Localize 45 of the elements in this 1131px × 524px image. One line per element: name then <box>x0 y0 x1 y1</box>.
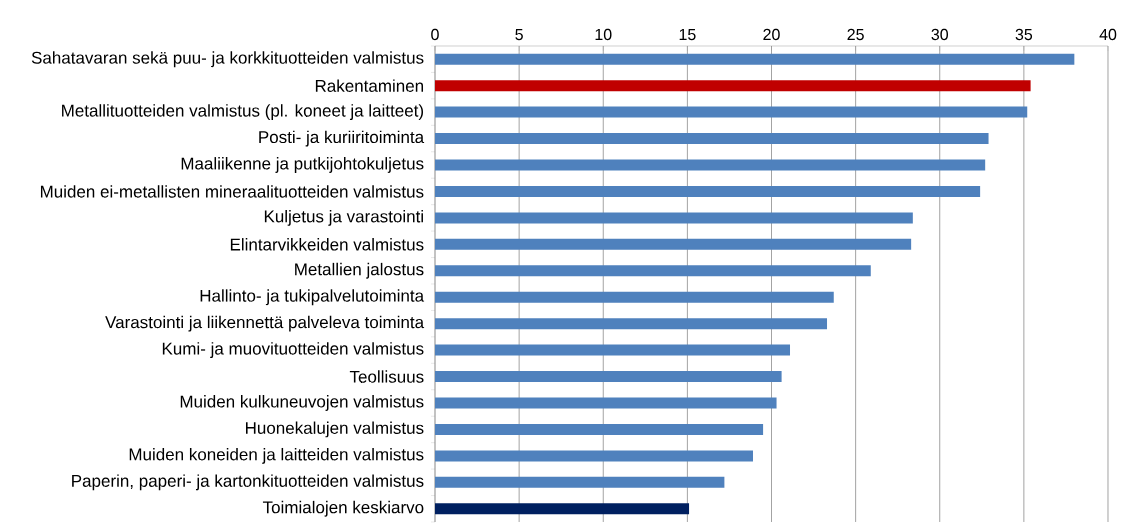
bar <box>435 503 690 515</box>
y-tick-label: Kumi- ja muovituotteiden valmistus <box>162 342 424 359</box>
y-tick-label: Metallien jalostus <box>295 262 424 279</box>
bar <box>435 265 871 277</box>
y-tick-label: Elintarvikkeiden valmistus <box>230 238 424 251</box>
x-tick-label: 20 <box>763 28 780 41</box>
bar <box>435 397 777 409</box>
x-tick-label: 5 <box>515 28 523 41</box>
bar <box>435 133 989 145</box>
x-tick-label: 30 <box>931 28 949 41</box>
bar <box>435 238 912 250</box>
bar <box>435 291 834 303</box>
bar <box>435 185 981 197</box>
bar <box>435 344 791 356</box>
x-tick-label: 35 <box>1015 28 1033 41</box>
bar <box>435 53 1075 65</box>
x-tick-label: 25 <box>847 28 864 41</box>
x-tick-label: 15 <box>679 28 696 41</box>
bar <box>435 80 1031 92</box>
y-tick-label: Rakentaminen <box>315 79 424 92</box>
y-tick-label: Sahatavaran sekä puu- ja korkkituotteiden valmistus <box>31 51 424 68</box>
bar <box>435 371 782 383</box>
y-tick-label: Muiden ei-metallisten mineraalituotteiden valmistus <box>40 185 424 198</box>
bar <box>435 423 764 435</box>
y-tick-label: Hallinto- ja tukipalvelutoiminta <box>200 289 425 306</box>
x-tick-label: 40 <box>1099 28 1117 41</box>
bar <box>435 476 725 488</box>
y-tick-label: Posti- ja kuriiritoiminta <box>259 130 425 147</box>
y-tick-label: Muiden koneiden ja laitteiden valmistus <box>129 447 424 464</box>
y-tick-label: Maaliikenne ja putkijohtokuljetus <box>181 157 424 173</box>
y-tick-label: Teollisuus <box>349 370 424 383</box>
bar <box>435 159 986 171</box>
x-tick-label: 10 <box>595 28 612 41</box>
y-tick-label: Varastointi ja liikennettä palveleva toiminta <box>105 315 425 332</box>
y-tick-label: Paperin, paperi- ja kartonkituotteiden valmistus <box>72 474 424 491</box>
bar <box>435 212 913 224</box>
y-tick-label: Metallituotteiden valmistus (pl. koneet ja laitteet) <box>62 104 424 121</box>
x-tick-label: 0 <box>431 28 439 41</box>
bar <box>435 450 753 462</box>
bar <box>435 106 1028 118</box>
bar <box>435 318 828 330</box>
y-tick-label: Kuljetus ja varastointi <box>264 209 423 226</box>
y-tick-label: Toimialojen keskiarvo <box>262 500 424 517</box>
y-tick-label: Muiden kulkuneuvojen valmistus <box>180 395 424 411</box>
y-tick-label: Huonekalujen valmistus <box>246 421 424 438</box>
